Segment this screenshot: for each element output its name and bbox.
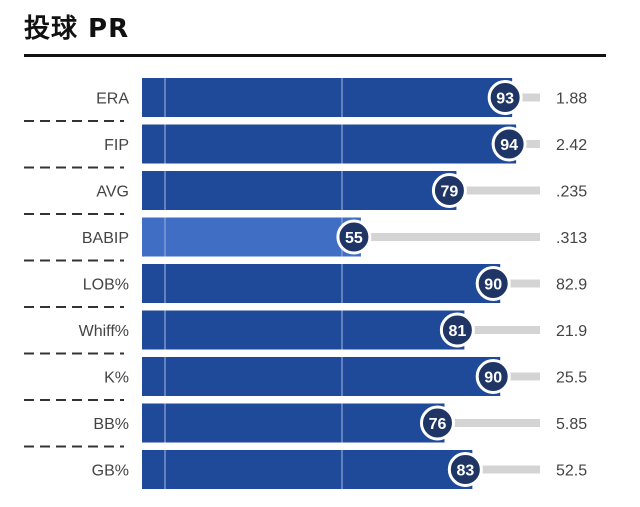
percentile-badge	[431, 173, 467, 208]
bar-track	[456, 186, 540, 195]
bar-track	[512, 93, 540, 102]
stat-value: 2.42	[556, 137, 587, 154]
category-label: FIP	[104, 137, 129, 154]
category-label: GB%	[92, 463, 129, 480]
stat-value: 25.5	[556, 370, 587, 387]
stat-value: 82.9	[556, 277, 587, 294]
category-label: LOB%	[83, 277, 129, 294]
percentile-label: 55	[345, 230, 363, 247]
stat-value: 1.88	[556, 91, 587, 108]
percentile-badge	[419, 405, 455, 441]
bar-track	[472, 465, 540, 474]
percentile-badge	[475, 359, 511, 394]
percentile-badge	[487, 80, 523, 115]
bar	[142, 78, 513, 117]
bar	[142, 124, 517, 164]
bar-track	[516, 140, 540, 148]
bar	[142, 403, 445, 443]
percentile-badge	[491, 126, 527, 162]
bar-track	[464, 326, 540, 334]
title-rule	[24, 54, 606, 57]
category-label: Whiff%	[79, 323, 129, 340]
percentile-badge	[336, 219, 372, 255]
percentile-label: 79	[441, 184, 459, 201]
chart-title: 投球 PR	[24, 14, 130, 44]
stat-value: .235	[556, 184, 587, 201]
percentile-label: 90	[484, 370, 502, 387]
stat-value: .313	[556, 230, 587, 247]
category-label: K%	[104, 370, 129, 387]
category-label: ERA	[96, 91, 129, 108]
bar	[142, 217, 361, 257]
bar-track	[444, 419, 540, 427]
bar-track	[500, 372, 540, 381]
stat-value: 5.85	[556, 416, 587, 433]
bar	[142, 310, 465, 350]
bar-track	[360, 233, 540, 241]
stat-value: 52.5	[556, 463, 587, 480]
percentile-label: 94	[500, 137, 518, 154]
category-label: AVG	[96, 184, 129, 201]
category-label: BB%	[93, 416, 129, 433]
stat-value: 21.9	[556, 323, 587, 340]
percentile-label: 81	[448, 323, 466, 340]
bar	[142, 264, 501, 303]
percentile-badge	[475, 266, 511, 301]
bar	[142, 171, 457, 210]
percentile-badge	[447, 452, 483, 487]
percentile-label: 76	[429, 416, 447, 433]
percentile-label: 83	[456, 463, 474, 480]
percentile-label: 90	[484, 277, 502, 294]
bar	[142, 450, 473, 489]
percentile-label: 93	[496, 91, 514, 108]
bar	[142, 357, 501, 396]
bar-track	[500, 279, 540, 288]
category-label: BABIP	[82, 230, 129, 247]
percentile-badge	[439, 312, 475, 348]
